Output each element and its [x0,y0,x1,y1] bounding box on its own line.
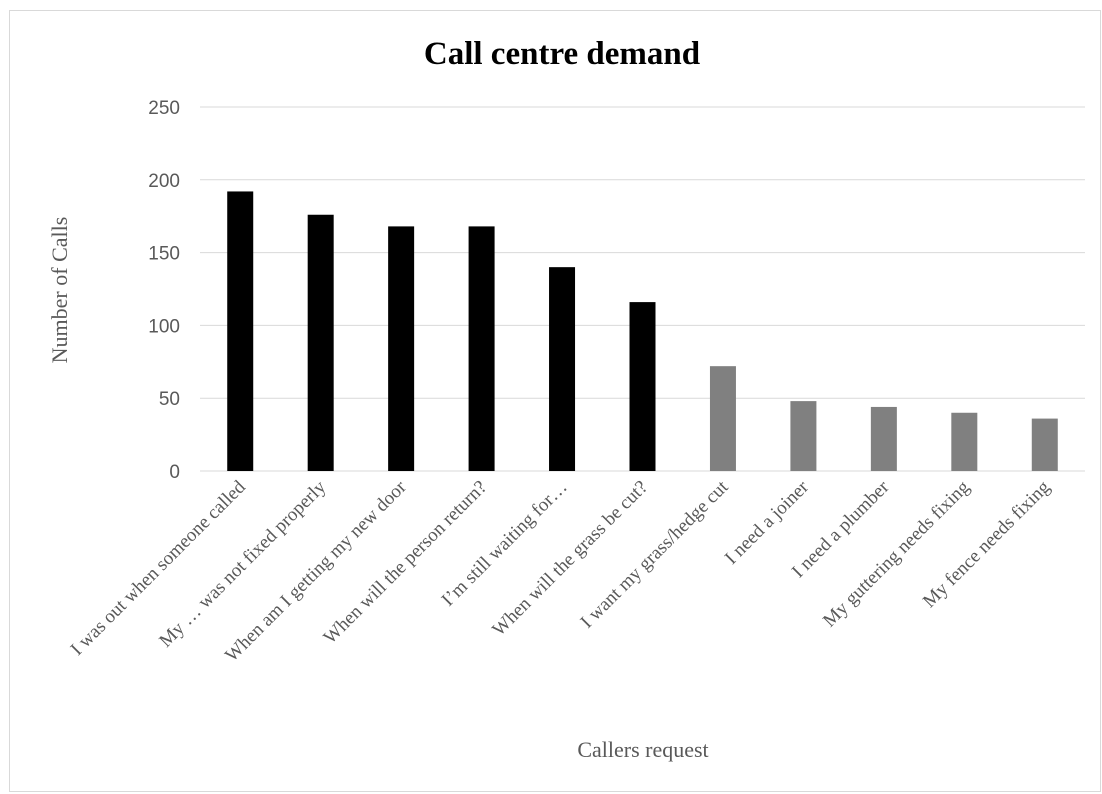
bar [951,412,978,471]
bar [468,226,495,471]
y-tick-label: 100 [148,316,180,337]
y-axis-label: Number of Calls [47,217,72,364]
y-tick-label: 250 [148,98,180,119]
x-tick-label: I was out when someone called [67,476,250,659]
bar [388,226,415,471]
x-tick-label: When will the person return? [320,477,492,649]
y-axis-ticks: 0 50 100 150 200 250 [148,98,180,483]
gridlines [200,106,1085,472]
x-tick-label: When will the grass be cut? [488,477,652,641]
bars [227,191,1058,471]
y-tick-label: 0 [169,462,180,483]
bar [307,214,334,471]
x-tick-label: My guttering needs fixing [819,476,974,631]
bar [709,366,736,471]
bar [1031,418,1058,471]
x-tick-label: My … was not fixed properly [155,476,330,651]
y-tick-label: 50 [159,389,180,410]
bar [629,302,656,471]
bar [790,401,817,471]
y-tick-label: 150 [148,244,180,265]
bar [870,406,897,471]
y-tick-label: 200 [148,171,180,192]
bar [549,267,576,471]
chart-title: Call centre demand [424,36,700,72]
x-axis-label: Callers request [577,737,708,762]
bar [227,191,254,471]
x-tick-label: I want my grass/hedge cut [577,476,733,632]
